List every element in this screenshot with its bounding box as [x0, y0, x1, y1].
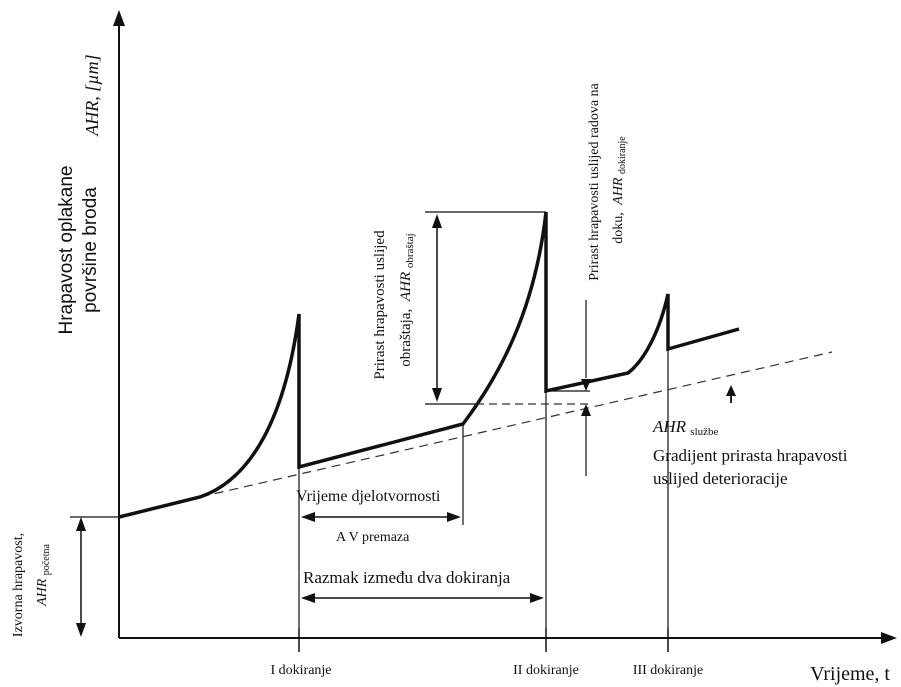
docking-interval-label: Razmak između dva dokiranja: [303, 568, 511, 587]
initial-roughness-label: Izvorna hrapavost,: [11, 533, 26, 637]
initial-arrow-top: [76, 517, 86, 531]
svg-text:AHR službe: AHR službe: [652, 417, 719, 438]
x-tick-label-ii: II dokiranje: [513, 663, 579, 678]
svg-text:AHR početna: AHR početna: [35, 544, 52, 607]
y-axis-label-line2: površine broda: [80, 187, 101, 313]
coating-arrow-right: [447, 512, 461, 522]
y-axis-unit: AHR, [µm]: [82, 54, 102, 136]
initial-ahr-symbol: AHR: [35, 578, 50, 607]
dock-arrow-top: [581, 379, 591, 391]
effective-time-label: Vrijeme djelotvornosti: [296, 488, 441, 505]
coating-arrow-left: [301, 512, 315, 522]
gradient-label-line2: uslijed deterioracije: [653, 469, 788, 488]
y-axis-arrowhead: [113, 10, 125, 26]
docking-arrow-left: [301, 593, 315, 603]
svg-text:obraštaja, AHR obr: obraštaja, AHR obraštaj: [398, 233, 416, 366]
x-tick-label-i: I dokiranje: [270, 663, 331, 678]
roughness-curve: [118, 211, 740, 519]
dock-ahr-symbol: AHR: [611, 177, 626, 206]
gradient-label-line1: Gradijent prirasta hrapavosti: [653, 446, 848, 465]
fouling-arrow-bottom: [432, 388, 442, 402]
fouling-ahr-symbol: AHR: [398, 272, 414, 302]
fouling-label-line2: obraštaja,: [398, 309, 414, 367]
dock-label-line2: doku,: [611, 212, 626, 244]
service-arrow-head: [726, 385, 736, 396]
fouling-ahr-subscript: obraštaj: [404, 233, 416, 268]
deterioration-gradient-line: [199, 351, 833, 498]
x-axis-arrowhead: [881, 632, 897, 644]
dock-ahr-subscript: dokiranje: [617, 136, 628, 174]
initial-arrow-bottom: [76, 623, 86, 637]
y-axis-label-line1: Hrapavost oplakane: [56, 166, 77, 335]
dock-label-line1: Prirast hrapavosti uslijed radova na: [587, 82, 602, 280]
x-axis-label: Vrijeme, t: [810, 663, 890, 685]
fouling-arrow-top: [432, 214, 442, 228]
av-coating-label: A V premaza: [336, 530, 410, 545]
service-ahr-subscript: službe: [690, 426, 718, 438]
fouling-label-line1: Prirast hrapavosti uslijed: [372, 230, 388, 380]
svg-text:doku, AHR dokiranj: doku, AHR dokiranje: [611, 136, 628, 244]
initial-ahr-subscript: početna: [41, 544, 52, 576]
x-tick-label-iii: III dokiranje: [633, 663, 703, 678]
dock-arrow-bottom: [581, 404, 591, 416]
service-ahr-symbol: AHR: [652, 417, 687, 436]
docking-arrow-right: [530, 593, 544, 603]
